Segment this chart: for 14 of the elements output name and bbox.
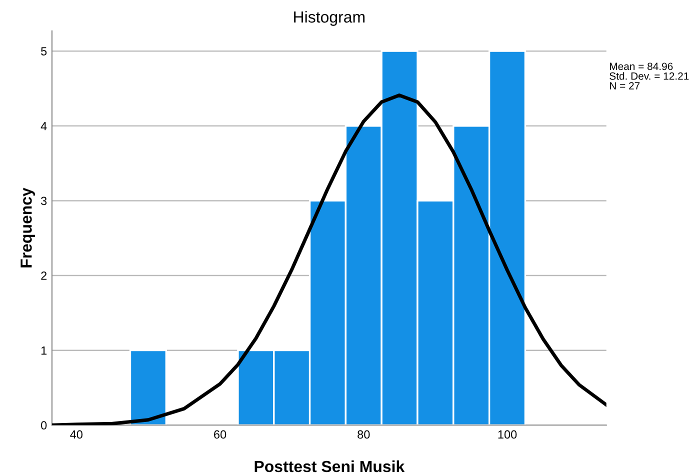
text: Mean = 84.96 Std. Dev. = 12.21 N = 27 xyxy=(610,62,689,90)
y-tick-label: 2 xyxy=(41,272,47,280)
x-tick-label: 80 xyxy=(358,430,370,439)
chart-title: Histogram xyxy=(294,10,365,26)
y-tick-label: 0 xyxy=(41,421,47,430)
x-axis-title: Posttest Seni Musik xyxy=(254,460,405,472)
x-tick-label: 40 xyxy=(70,430,82,439)
x-tick-label: 100 xyxy=(498,430,517,439)
y-tick-label: 5 xyxy=(41,47,47,56)
y-tick-label: 3 xyxy=(41,196,47,206)
y-tick-label: 1 xyxy=(41,346,47,355)
y-tick-label: 4 xyxy=(40,122,47,130)
x-tick-label: 60 xyxy=(214,430,226,439)
y-axis-title: Frequency xyxy=(20,188,35,268)
